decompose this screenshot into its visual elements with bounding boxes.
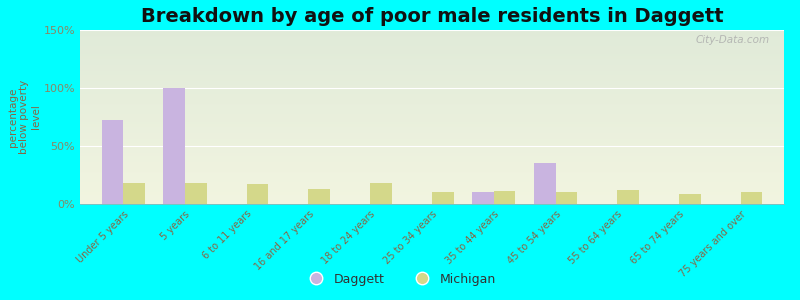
Legend: Daggett, Michigan: Daggett, Michigan — [299, 268, 501, 291]
Text: City-Data.com: City-Data.com — [696, 35, 770, 45]
Bar — [102, 121, 123, 204]
Bar — [432, 192, 454, 204]
Bar — [494, 191, 515, 204]
Bar — [309, 189, 330, 204]
Bar — [123, 183, 145, 204]
Bar — [741, 192, 762, 204]
Bar — [370, 183, 392, 204]
Bar — [534, 164, 555, 204]
Bar — [679, 194, 701, 204]
Y-axis label: percentage
below poverty
level: percentage below poverty level — [7, 80, 41, 154]
Bar — [472, 192, 494, 204]
Bar — [555, 192, 577, 204]
Title: Breakdown by age of poor male residents in Daggett: Breakdown by age of poor male residents … — [141, 7, 723, 26]
Bar — [246, 184, 268, 204]
Bar — [185, 183, 206, 204]
Bar — [618, 190, 639, 204]
Bar — [163, 88, 185, 204]
